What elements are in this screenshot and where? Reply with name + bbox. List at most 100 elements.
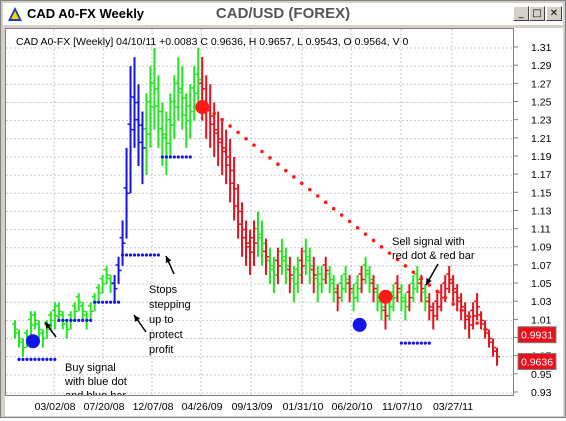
stop-dot-blue — [93, 300, 97, 304]
price-bar — [410, 274, 417, 303]
annotation-line: with blue dot — [64, 376, 127, 388]
x-tick-label: 07/20/08 — [84, 401, 125, 413]
stop-dot-blue — [21, 357, 25, 362]
price-bar — [12, 320, 18, 339]
stop-dot-red — [323, 200, 328, 205]
y-tick-label: 1.19 — [531, 151, 552, 163]
price-bar — [71, 302, 78, 321]
stop-dot-blue — [25, 357, 29, 362]
y-tick-label: 1.15 — [531, 187, 552, 199]
stop-dot-blue — [41, 357, 45, 362]
arrow-stops-2-head — [165, 256, 172, 263]
stop-dot-red — [212, 111, 216, 116]
price-bar — [318, 265, 325, 294]
y-tick-label: 1.21 — [531, 133, 552, 145]
app-icon — [8, 7, 22, 21]
stop-dot-red — [363, 232, 368, 236]
x-axis: 03/02/08 07/20/08 12/07/08 04/26/09 09/13/09… — [35, 401, 474, 413]
y-tick-label: 1.13 — [531, 205, 552, 217]
x-tick-label: 12/07/08 — [133, 401, 174, 413]
stop-dot-blue — [160, 155, 164, 159]
maximize-button[interactable]: □ — [529, 6, 545, 21]
y-tick-label: 1.31 — [531, 42, 552, 54]
price-bar — [310, 256, 317, 294]
stop-dot-blue — [120, 253, 125, 257]
price-bar — [231, 156, 238, 221]
price-bar — [151, 48, 158, 130]
stop-dot-red — [395, 257, 400, 262]
stop-dot-blue — [180, 155, 184, 159]
stop-dot-blue — [105, 300, 109, 304]
stop-dot-blue — [45, 357, 49, 362]
arrow-sell-head — [426, 278, 432, 285]
price-bar — [362, 256, 369, 285]
stop-dot-blue — [101, 300, 105, 304]
price-bar — [27, 311, 34, 339]
price-bar — [15, 329, 22, 348]
stop-dot-red — [347, 219, 352, 224]
price-bar — [262, 238, 269, 275]
stop-dot-blue — [172, 155, 176, 159]
price-bar — [239, 202, 246, 257]
price-bar — [426, 293, 433, 321]
price-bar — [298, 247, 305, 285]
price-bar — [211, 102, 218, 157]
price-bar — [382, 302, 389, 330]
arrow-stops-head — [134, 315, 141, 322]
stop-dot-red — [419, 276, 424, 281]
stop-dot-red — [355, 225, 360, 230]
price-bar — [155, 75, 162, 148]
x-tick-label: 03/27/11 — [433, 401, 473, 413]
title-bar: CAD A0-FX Weekly CAD/USD (FOREX) _ □ ✕ — [3, 3, 563, 25]
price-bar — [127, 66, 134, 194]
price-bar — [330, 274, 337, 303]
price-bar — [103, 265, 110, 285]
stop-dot-blue — [116, 300, 121, 304]
stop-dot-blue — [168, 155, 172, 159]
price-bar — [334, 284, 341, 312]
stop-dot-blue — [148, 253, 153, 257]
close-button[interactable]: ✕ — [546, 6, 562, 21]
grid-lines — [6, 29, 513, 395]
y-tick-label: 1.25 — [531, 96, 552, 108]
stop-dot-blue — [49, 357, 53, 362]
price-bar — [446, 265, 453, 294]
price-bar — [171, 75, 178, 139]
price-bar — [119, 220, 126, 266]
stop-dot-blue — [97, 300, 101, 304]
annotation-stops: Stops stepping up to protect profit — [149, 284, 191, 356]
price-tag: 0.9636 — [517, 352, 557, 370]
price-bar — [135, 84, 142, 167]
price-bar — [322, 256, 329, 285]
y-tick-label: 1.03 — [531, 296, 552, 308]
price-bar — [254, 211, 261, 257]
stop-dot-blue — [411, 341, 415, 345]
stop-dot-blue — [152, 253, 157, 257]
stop-dot-red — [260, 149, 264, 154]
x-tick-label: 06/20/10 — [332, 401, 373, 413]
stop-dot-red — [339, 213, 344, 217]
stop-dot-blue — [29, 357, 33, 362]
stop-dot-blue — [184, 155, 188, 159]
price-bar — [474, 293, 481, 321]
signal-dots — [25, 100, 393, 349]
sell-signal-dot — [195, 100, 210, 115]
price-bar — [75, 293, 82, 312]
stop-dot-blue — [112, 300, 117, 304]
annotation-line: up to — [149, 314, 173, 326]
price-bar — [422, 284, 429, 312]
stop-dot-blue — [136, 253, 141, 257]
price-bar — [183, 93, 190, 148]
annotation-line: profit — [149, 344, 173, 356]
price-bar — [350, 284, 357, 312]
price-bar — [35, 320, 42, 339]
stop-dot-blue — [128, 253, 133, 257]
minimize-button[interactable]: _ — [513, 6, 529, 21]
price-bar — [402, 293, 409, 321]
stop-dot-blue — [144, 253, 149, 257]
annotation-sell: Sell signal with red dot & red bar — [392, 236, 475, 262]
price-tag-label: 0.9636 — [521, 356, 553, 368]
price-bar — [179, 66, 186, 130]
y-tick-label: 1.27 — [531, 78, 552, 90]
stop-dot-blue — [427, 341, 431, 345]
